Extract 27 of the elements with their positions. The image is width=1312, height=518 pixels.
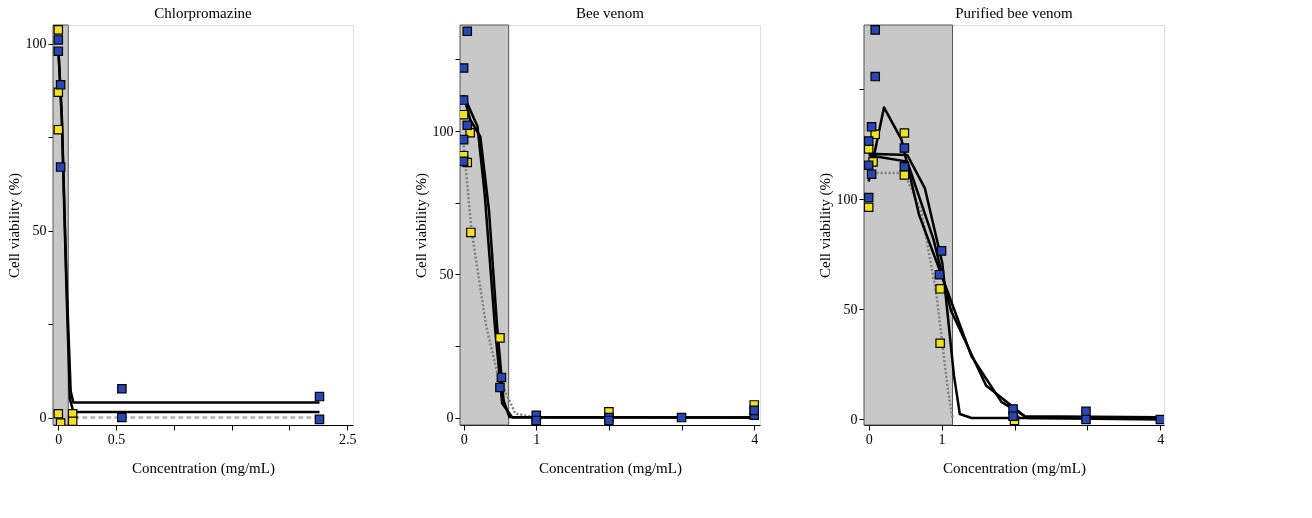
y-tick-label: 100: [836, 191, 858, 207]
x-tick-label: 4: [1157, 431, 1165, 447]
y-tick-label: 0: [850, 411, 858, 427]
x-tick-label: 1: [533, 431, 541, 447]
y-axis-title: Cell viability (%): [412, 173, 430, 278]
y-axis-title: Cell viability (%): [816, 173, 834, 278]
y-tick-label: 50: [32, 223, 47, 239]
x-tick-label: 1: [938, 431, 946, 447]
x-axis-title: Concentration (mg/mL): [943, 459, 1086, 477]
y-tick-label: 0: [446, 410, 454, 426]
y-tick-label: 0: [39, 410, 47, 426]
x-tick-label: 0: [55, 431, 63, 447]
chart-title: Chlorpromazine: [154, 4, 253, 21]
y-tick-label: 100: [432, 123, 454, 139]
x-tick-label: 0: [865, 431, 873, 447]
chart-title: Purified bee venom: [955, 4, 1074, 21]
x-axis-title: Concentration (mg/mL): [132, 459, 275, 477]
chart-title: Bee venom: [576, 4, 645, 21]
y-axis-title: Cell viability (%): [5, 173, 23, 278]
x-tick-label: 0.5: [107, 431, 126, 447]
y-tick-label: 50: [439, 266, 454, 282]
x-tick-label: 4: [751, 431, 759, 447]
y-tick-label: 100: [25, 36, 47, 52]
x-tick-label: 0: [460, 431, 468, 447]
y-tick-label: 50: [843, 301, 858, 317]
x-axis-title: Concentration (mg/mL): [539, 459, 682, 477]
x-tick-label: 2.5: [338, 431, 357, 447]
